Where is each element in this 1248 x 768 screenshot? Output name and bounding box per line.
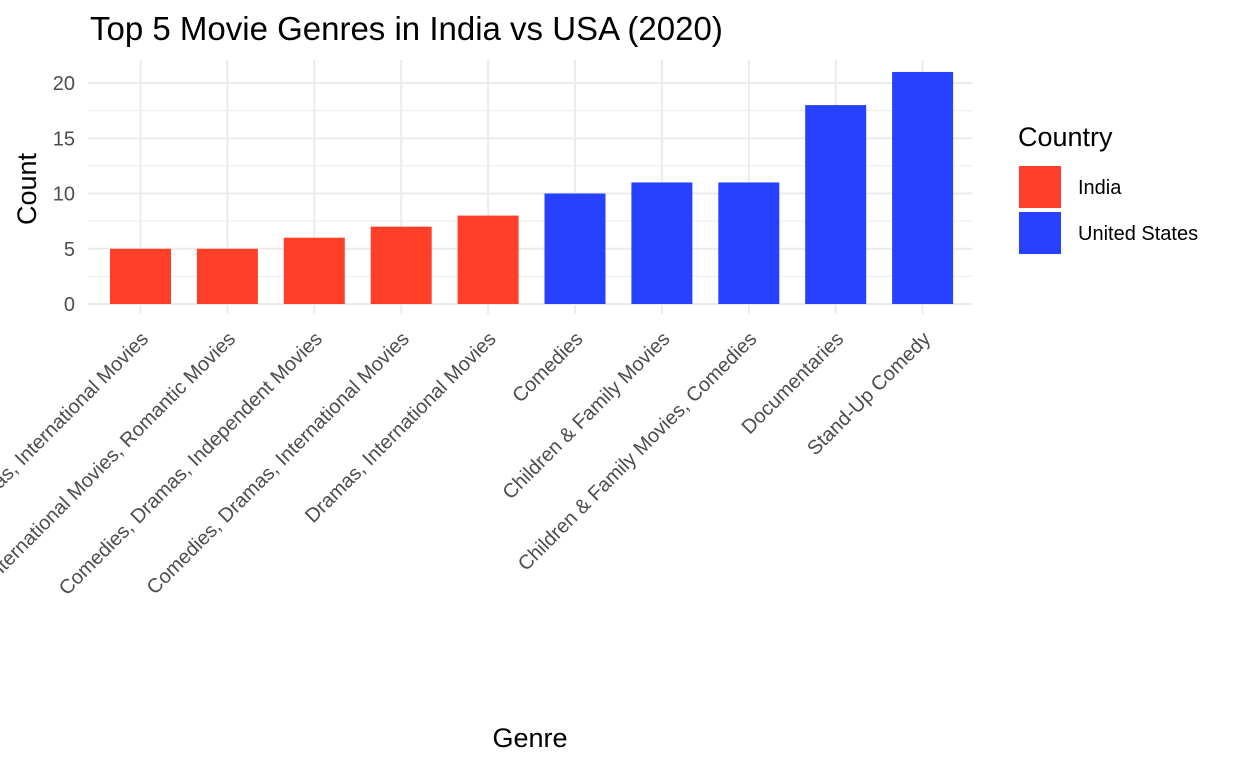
chart-title: Top 5 Movie Genres in India vs USA (2020… [90,10,723,47]
bars [110,71,954,304]
legend-label: United States [1078,223,1198,245]
y-axis-title: Count [12,152,42,225]
bar [457,215,519,304]
bar [631,182,693,304]
bar [805,105,867,304]
bar [892,71,954,304]
legend-entries: India United States [1019,166,1198,254]
y-axis-ticks: 0 5 10 15 20 [53,73,75,316]
y-tick-label: 0 [64,294,75,316]
bar [283,237,345,304]
bar [370,226,432,304]
legend: Country India United States [1018,122,1198,254]
bar [718,182,780,304]
legend-swatch [1019,212,1061,254]
x-tick-label: Comedies [508,328,587,407]
legend-label: India [1078,177,1122,199]
y-tick-label: 15 [53,128,75,150]
bar [544,193,606,304]
x-axis-ticks: Dramas, International MoviesInternationa… [0,328,935,600]
x-tick-label: Children & Family Movies [499,328,675,504]
bar [110,248,171,304]
x-tick-label: Dramas, International Movies [301,328,500,527]
legend-title: Country [1018,122,1113,152]
x-axis-title: Genre [492,723,567,753]
bar [196,248,258,304]
y-tick-label: 5 [64,239,75,261]
y-tick-label: 10 [53,184,75,206]
legend-swatch [1019,166,1061,208]
y-tick-label: 20 [53,73,75,95]
